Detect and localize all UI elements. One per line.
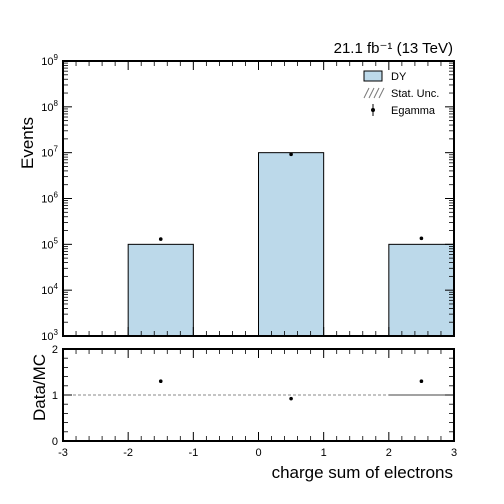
ratio-x-axis: -3 -2 -1 0 1 2 3 [58, 349, 457, 459]
mc-bar-0 [127, 243, 194, 337]
legend-swatch-hatch [368, 87, 375, 99]
legend-swatch-marker [371, 108, 375, 112]
ratio-frame [62, 348, 455, 442]
ratio-y-tick-label-0: 0 [52, 436, 58, 448]
legend-swatch-hatch [378, 87, 385, 99]
x-tick-label-2: -1 [188, 447, 198, 459]
legend-label-2: Egamma [391, 105, 436, 117]
main-y-tick-label-3: 106 [41, 191, 58, 206]
main-panel: 103 104 105 106 107 108 109 Events DY Stat. Unc… [18, 53, 455, 343]
main-y-tick-label-4: 107 [41, 145, 58, 160]
legend-swatch-fill [363, 70, 383, 82]
ratio-point-0 [158, 379, 163, 384]
ratio-y-axis-label: Data/MC [30, 354, 49, 421]
mc-bar-2 [388, 243, 455, 337]
x-axis-label: charge sum of electrons [272, 463, 453, 482]
main-y-tick-label-0: 103 [41, 328, 58, 343]
ratio-point-2 [419, 379, 424, 384]
ratio-panel: 0 1 2 -3 -2 -1 0 1 2 3 Data/MC charge sum of ele… [30, 344, 457, 482]
ratio-y-tick-label-2: 2 [52, 344, 58, 356]
mc-histogram [127, 152, 455, 337]
main-frame [62, 60, 455, 337]
legend-swatch-hatch [363, 87, 370, 99]
ratio-points [158, 379, 424, 401]
mc-bar-1 [258, 152, 325, 337]
x-tick-label-0: -3 [58, 447, 68, 459]
main-y-tick-label-6: 109 [41, 53, 58, 68]
ratio-y-axis: 0 1 2 [52, 344, 454, 448]
x-tick-label-1: -2 [123, 447, 133, 459]
legend-label-1: Stat. Unc. [391, 88, 439, 100]
legend-swatch-hatch [373, 87, 380, 99]
main-y-tick-label-5: 108 [41, 99, 58, 114]
data-point-1 [289, 152, 293, 157]
ratio-y-tick-label-1: 1 [52, 390, 58, 402]
main-y-tick-label-2: 105 [41, 236, 58, 251]
data-point-0 [158, 237, 163, 241]
legend: DY Stat. Unc. Egamma [363, 70, 439, 117]
x-tick-label-4: 1 [321, 447, 327, 459]
legend-label-0: DY [391, 71, 407, 83]
ratio-point-1 [289, 396, 293, 401]
lumi-label: 21.1 fb⁻¹ (13 TeV) [334, 40, 453, 57]
data-points [158, 152, 424, 241]
main-y-axis-label: Events [18, 117, 37, 169]
main-y-tick-label-1: 104 [41, 282, 58, 297]
x-tick-label-5: 2 [386, 447, 392, 459]
x-tick-label-3: 0 [255, 447, 261, 459]
data-point-2 [419, 236, 424, 241]
x-tick-label-6: 3 [451, 447, 457, 459]
